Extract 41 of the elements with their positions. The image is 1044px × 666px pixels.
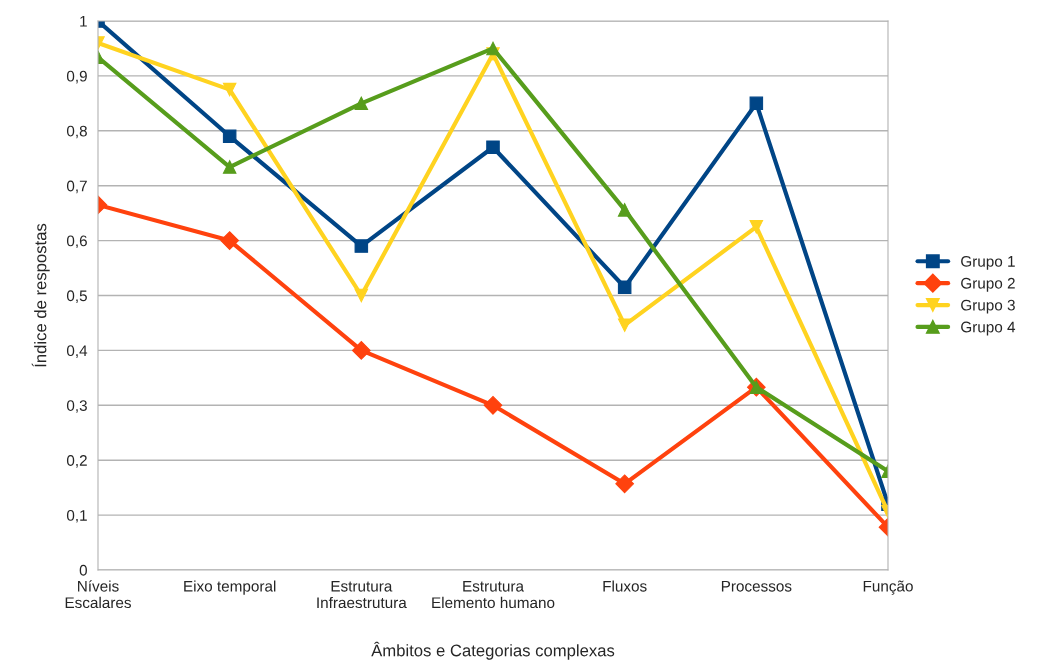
point	[220, 231, 240, 250]
x-tick-label: Níveis Escalares	[65, 580, 131, 609]
point	[486, 41, 500, 56]
y-tick-label: 0	[79, 564, 87, 576]
point	[351, 341, 371, 360]
y-axis-title: Índice de respostas	[31, 223, 50, 367]
x-tick-label: Estrutura Infraestrutura	[317, 580, 407, 609]
y-tick-label: 0,5	[66, 290, 87, 303]
point	[615, 474, 635, 494]
point	[222, 160, 237, 174]
y-tick-label: 1	[80, 16, 87, 27]
y-tick-label: 0,1	[66, 509, 87, 523]
x-tick-label: Eixo temporal	[184, 580, 276, 595]
point	[617, 203, 632, 217]
legend-label: Grupo 3	[961, 299, 1015, 314]
point	[222, 129, 237, 144]
point	[483, 395, 503, 415]
y-tick-label: 0,6	[66, 235, 87, 249]
point	[222, 82, 237, 97]
point	[354, 239, 369, 253]
y-tick-label: 0,7	[66, 180, 87, 194]
x-tick-label: Estrutura Elemento humano	[432, 580, 555, 609]
x-tick-label: Processos	[721, 580, 792, 592]
legend-label: Grupo 2	[961, 277, 1015, 292]
y-tick-label: 0,9	[66, 70, 87, 84]
point	[749, 96, 764, 111]
y-tick-label: 0,2	[66, 455, 87, 468]
point	[617, 318, 632, 332]
x-axis-title: Âmbitos e Categorias complexas	[371, 641, 615, 660]
point	[354, 96, 369, 111]
legend-label: Grupo 4	[961, 321, 1016, 336]
point	[749, 220, 764, 234]
point	[617, 280, 632, 295]
point	[354, 288, 369, 303]
legend-label: Grupo 1	[961, 255, 1015, 270]
y-tick-label: 0,8	[66, 125, 87, 139]
y-tick-label: 0,4	[66, 345, 88, 358]
x-tick-label: Fluxos	[603, 580, 647, 592]
x-tick-label: Função	[863, 580, 913, 595]
y-tick-label: 0,3	[66, 400, 87, 413]
point	[486, 140, 500, 155]
